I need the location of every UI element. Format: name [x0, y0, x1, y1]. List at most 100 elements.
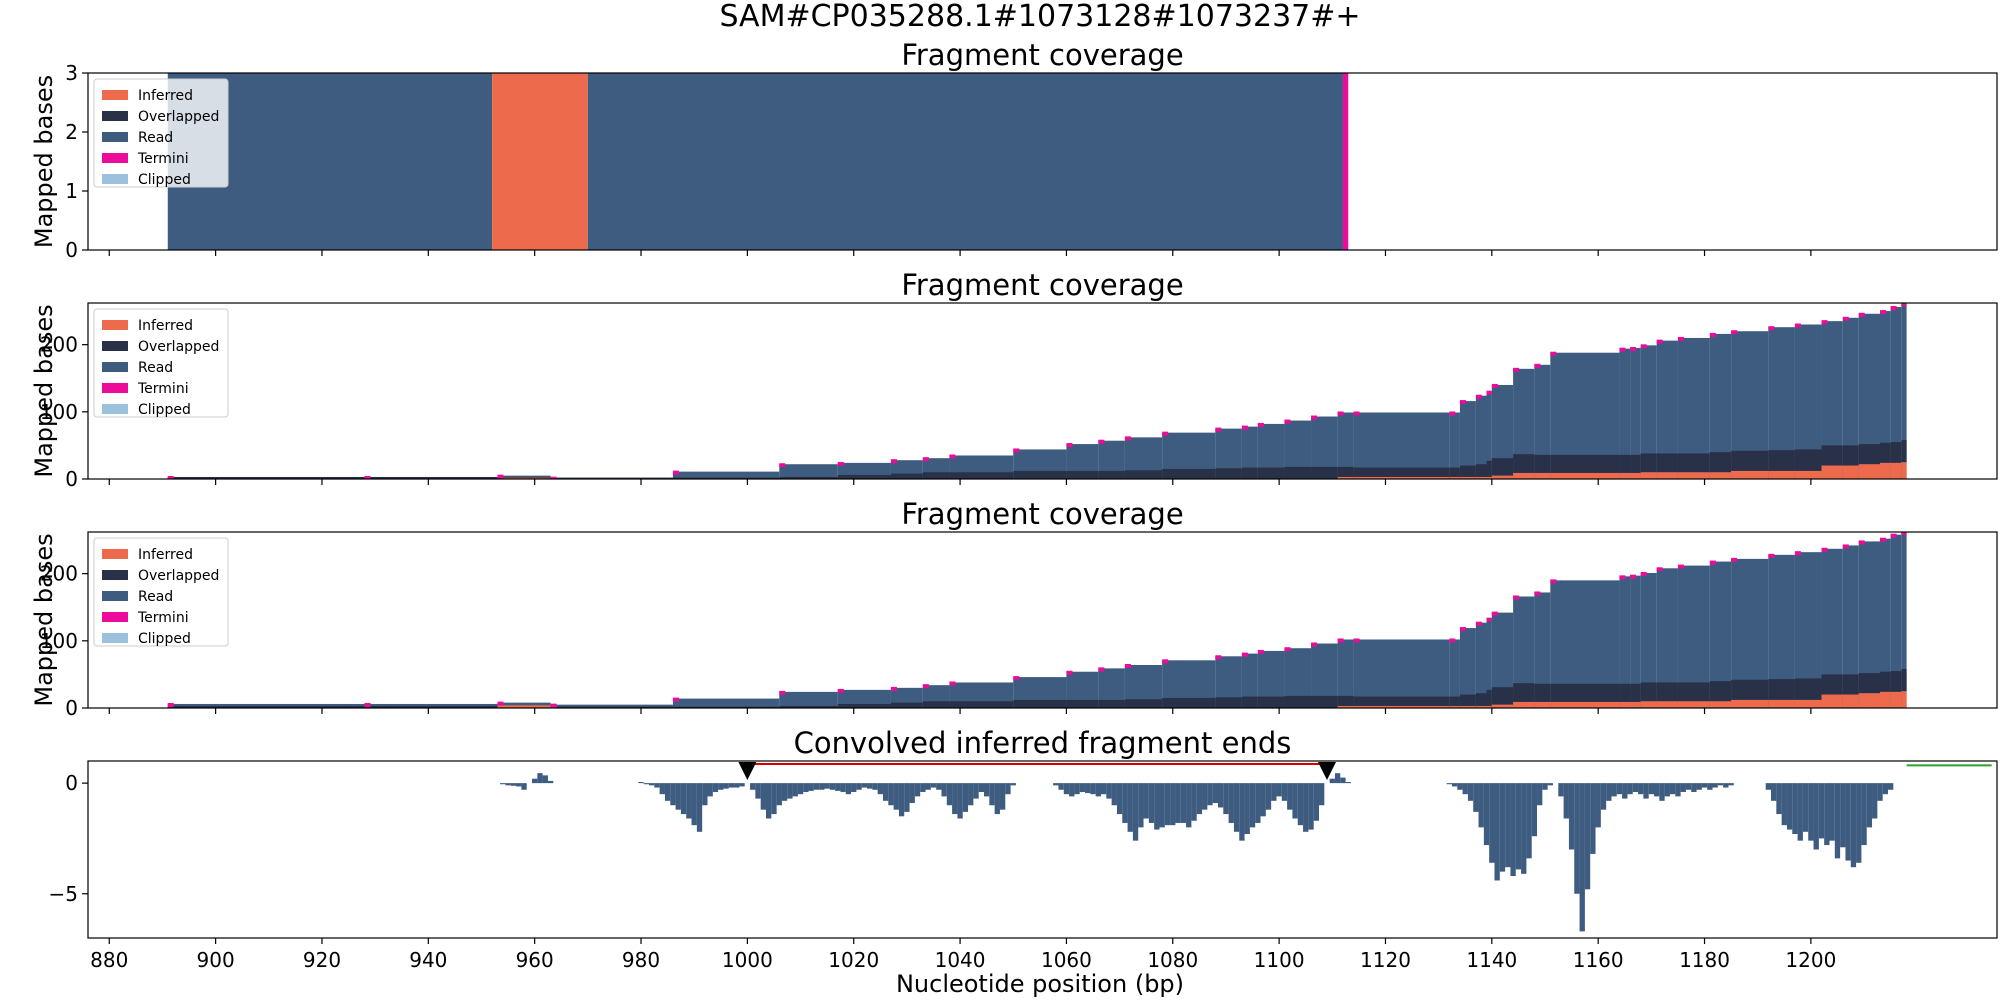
termini-mark — [890, 459, 897, 464]
read-bar — [1890, 307, 1902, 479]
convolved-bar — [1850, 783, 1857, 868]
y-tick-label: 200 — [40, 562, 78, 586]
convolved-bar — [1127, 783, 1133, 832]
x-axis-label: Nucleotide position (bp) — [896, 970, 1184, 998]
read-bar — [1459, 628, 1476, 708]
x-tick-label: 1000 — [722, 948, 773, 972]
termini-mark — [1890, 306, 1897, 311]
termini-mark — [497, 701, 504, 706]
convolved-bar — [505, 783, 511, 786]
plot-area — [167, 532, 1907, 708]
convolved-bar — [1579, 783, 1585, 932]
convolved-bar — [1882, 783, 1888, 795]
read-bar — [1619, 576, 1631, 708]
convolved-bar — [1085, 783, 1091, 794]
termini-mark — [497, 474, 504, 479]
overlapped-bar — [1794, 449, 1822, 471]
convolved-bar — [1313, 783, 1320, 821]
read-bar — [1890, 534, 1902, 708]
convolved-bar — [1116, 783, 1123, 815]
overlapped-bar — [550, 477, 673, 479]
overlapped-bar — [1491, 458, 1514, 476]
legend-label-clipped: Clipped — [138, 631, 191, 647]
x-tick-label: 1020 — [828, 948, 879, 972]
termini-mark — [1709, 332, 1716, 337]
overlapped-bar — [1677, 453, 1710, 473]
overlapped-bar — [1550, 683, 1620, 702]
convolved-bar — [1159, 783, 1165, 828]
convolved-bar — [829, 783, 836, 790]
overlapped-bar — [1311, 466, 1338, 479]
convolved-bar — [1494, 783, 1500, 881]
inferred-bar — [1858, 693, 1881, 708]
termini-mark — [1890, 533, 1897, 538]
overlapped-bar — [1257, 696, 1285, 708]
convolved-bar — [664, 783, 671, 801]
overlapped-bar — [1215, 697, 1242, 708]
termini-mark — [364, 475, 371, 479]
overlapped-bar — [1640, 682, 1657, 702]
convolved-bar — [638, 782, 644, 784]
convolved-bar — [702, 783, 708, 806]
y-tick-label: 100 — [40, 400, 78, 424]
convolved-bar — [781, 783, 788, 801]
inferred-bar — [1901, 462, 1907, 479]
convolved-bar — [1600, 783, 1607, 810]
legend-swatch-termini — [102, 612, 128, 622]
read-bar — [1656, 340, 1678, 479]
overlapped-bar — [1337, 695, 1354, 708]
inferred-bar — [1353, 705, 1450, 708]
convolved-bar — [1616, 783, 1623, 795]
convolved-bar — [1632, 783, 1639, 792]
termini-mark — [1677, 564, 1684, 569]
inferred-bar — [1630, 472, 1641, 479]
read-bar — [1630, 575, 1641, 708]
inferred-bar — [1821, 694, 1843, 708]
legend-swatch-inferred — [102, 549, 128, 559]
convolved-bar — [537, 773, 543, 784]
inferred-bar — [1459, 476, 1476, 479]
read-bar — [1656, 568, 1678, 708]
plot-frame — [87, 72, 1998, 251]
legend-label-inferred: Inferred — [138, 88, 193, 104]
legend-swatch-overlapped — [102, 570, 128, 580]
convolved-bar — [1765, 783, 1772, 790]
convolved-bar — [1786, 783, 1793, 830]
convolved-bar — [835, 783, 841, 791]
convolved-bar — [1792, 783, 1798, 835]
convolved-bar — [1191, 783, 1197, 821]
convolved-bar — [1872, 783, 1878, 819]
inferred-bar — [1731, 699, 1769, 708]
convolved-bar — [803, 783, 809, 792]
inferred-bar — [1513, 701, 1535, 708]
overlapped-bar — [890, 473, 923, 479]
convolved-bar — [1808, 783, 1814, 841]
y-axis-label: Mapped bases — [30, 304, 58, 477]
legend-label-termini: Termini — [137, 610, 189, 626]
convolved-bar — [1776, 783, 1782, 815]
overlapped-bar — [1901, 440, 1907, 463]
convolved-bar — [542, 775, 548, 784]
convolved-bar — [670, 783, 676, 806]
termini-mark — [1475, 621, 1482, 626]
overlapped-bar — [1842, 674, 1859, 695]
x-tick-label: 980 — [622, 948, 660, 972]
convolved-bar — [867, 783, 873, 789]
convolved-bar — [1643, 783, 1649, 799]
read-bar — [1449, 412, 1460, 479]
legend-swatch-inferred — [102, 90, 128, 100]
convolved-bar — [1797, 783, 1803, 841]
convolved-bar — [1308, 783, 1314, 830]
overlapped-bar — [1215, 468, 1242, 479]
inferred-bar — [1459, 705, 1476, 708]
convolved-bar — [1053, 783, 1059, 786]
overlapped-bar — [1656, 682, 1678, 702]
convolved-bar — [1462, 783, 1468, 795]
convolved-bar — [882, 783, 889, 801]
convolved-bar — [962, 783, 969, 812]
convolved-bar — [1186, 783, 1192, 828]
convolved-bar — [957, 783, 963, 819]
termini-mark — [1619, 347, 1626, 352]
legend-label-overlapped: Overlapped — [138, 339, 219, 355]
convolved-bar — [1063, 783, 1070, 795]
